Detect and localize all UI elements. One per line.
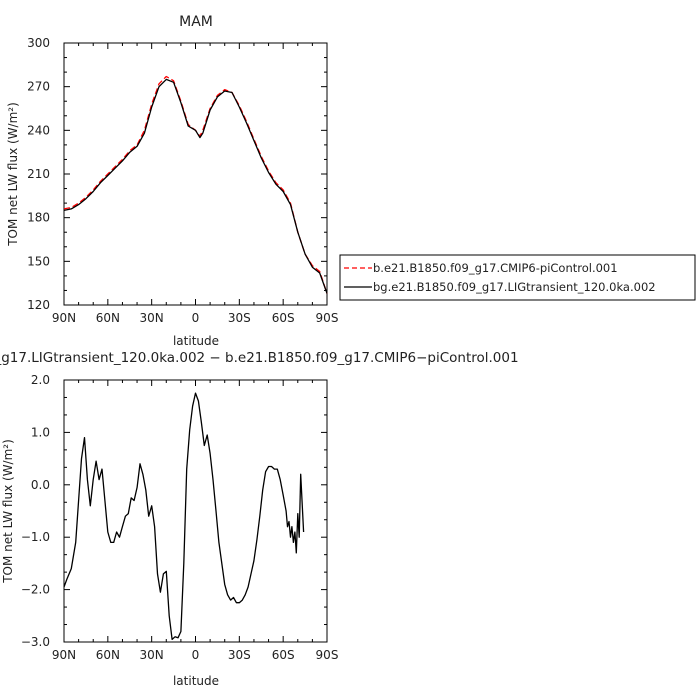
top-y-axis-label: TOM net LW flux (W/m²) <box>6 102 20 247</box>
bottom-x-tick-label: 0 <box>192 648 200 662</box>
legend-label-ligtransient: bg.e21.B1850.f09_g17.LIGtransient_120.0k… <box>373 280 656 294</box>
legend: b.e21.B1850.f09_g17.CMIP6-piControl.001 … <box>339 254 696 301</box>
top-x-tick-label: 60S <box>272 311 295 325</box>
bottom-y-tick-label: −2.0 <box>21 583 50 597</box>
top-x-tick-label: 90S <box>316 311 339 325</box>
top-panel-mam: MAM 90N 60N 30N 0 30S 60S 90S 120 150 180 210 240 2… <box>6 14 338 348</box>
bottom-y-tick-label: 0.0 <box>31 478 50 492</box>
top-panel-frame <box>63 42 328 306</box>
bottom-y-tick-label: −3.0 <box>21 635 50 649</box>
top-series-line-0 <box>63 75 328 294</box>
bottom-panel-frame <box>63 379 328 643</box>
bottom-x-tick-label: 60N <box>96 648 120 662</box>
top-x-axis-label: latitude <box>173 334 219 348</box>
top-series-lines <box>63 75 328 294</box>
top-x-tick-label: 30N <box>140 311 164 325</box>
legend-label-picontrol: b.e21.B1850.f09_g17.CMIP6-piControl.001 <box>373 261 618 275</box>
top-y-tick-label: 300 <box>27 36 50 50</box>
bottom-x-tick-label: 30S <box>228 648 251 662</box>
bottom-y-tick-label: 1.0 <box>31 425 50 439</box>
bottom-panel-difference: bg.e21.B1850.f09_g17.LIGtransient_120.0k… <box>0 350 519 688</box>
top-x-tick-label: 60N <box>96 311 120 325</box>
bottom-x-tick-label: 90S <box>316 648 339 662</box>
top-x-tick-label: 0 <box>192 311 200 325</box>
top-y-tick-label: 180 <box>27 211 50 225</box>
top-y-tick-label: 120 <box>27 298 50 312</box>
bottom-y-axis-label: TOM net LW flux (W/m²) <box>1 439 15 584</box>
bottom-panel-title: bg.e21.B1850.f09_g17.LIGtransient_120.0k… <box>0 350 519 366</box>
top-y-tick-label: 240 <box>27 123 50 137</box>
top-x-tick-label: 90N <box>52 311 76 325</box>
top-x-axis: 90N 60N 30N 0 30S 60S 90S <box>52 43 339 325</box>
bottom-x-axis-label: latitude <box>173 674 219 688</box>
top-panel-title: MAM <box>179 14 213 30</box>
bottom-y-axis: −3.0 −2.0 −1.0 0.0 1.0 2.0 <box>21 373 327 649</box>
bottom-x-tick-label: 90N <box>52 648 76 662</box>
bottom-y-tick-label: 2.0 <box>31 373 50 387</box>
top-y-axis: 120 150 180 210 240 270 300 <box>27 36 327 312</box>
top-y-tick-label: 150 <box>27 254 50 268</box>
top-y-tick-label: 270 <box>27 80 50 94</box>
legend-box <box>339 254 696 301</box>
bottom-series-line-0 <box>63 392 305 641</box>
bottom-series-lines <box>63 392 305 641</box>
bottom-x-axis: 90N 60N 30N 0 30S 60S 90S <box>52 380 339 662</box>
top-x-tick-label: 30S <box>228 311 251 325</box>
top-series-line-1 <box>63 78 328 294</box>
top-y-tick-label: 210 <box>27 167 50 181</box>
bottom-x-tick-label: 30N <box>140 648 164 662</box>
bottom-y-tick-label: −1.0 <box>21 530 50 544</box>
bottom-x-tick-label: 60S <box>272 648 295 662</box>
